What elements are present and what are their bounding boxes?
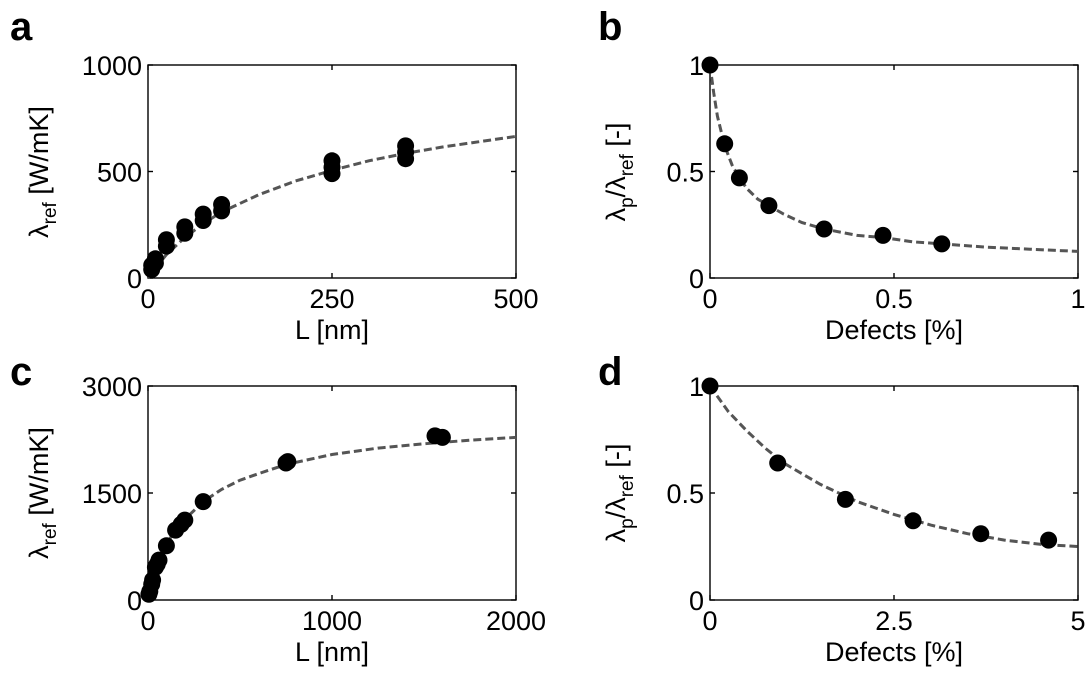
x-tick-label: 1 [1070, 284, 1085, 314]
panel-b: b 0 0.5 1 0 0.5 1 Defects [%] λp/λref [-] [598, 5, 1086, 345]
y-axis-label-part: [W/mK] [24, 106, 54, 202]
data-point [213, 196, 231, 213]
y-axis-label-part: [-] [601, 123, 631, 155]
panel-letter: c [10, 350, 32, 394]
data-point [194, 493, 212, 511]
y-axis-label-part: [-] [601, 444, 631, 476]
data-point [874, 226, 892, 244]
y-axis-label-part: λ [24, 545, 54, 559]
y-axis-label: λp/λref [-] [601, 444, 638, 543]
y-tick-label: 0 [689, 586, 704, 616]
data-point [157, 537, 175, 555]
data-point [157, 231, 175, 249]
panel-letter: a [10, 5, 33, 49]
y-axis-label-part: /λ [601, 176, 631, 198]
y-tick-label: 500 [97, 158, 142, 188]
x-tick-label: 500 [493, 284, 538, 314]
y-tick-label: 0.5 [666, 158, 704, 188]
y-tick-label: 1000 [82, 51, 142, 81]
y-tick-label: 1500 [82, 479, 142, 509]
x-tick-label: 2.5 [875, 606, 913, 636]
data-point [150, 551, 168, 569]
x-tick-label: 0.5 [875, 284, 913, 314]
data-point [279, 453, 297, 471]
y-axis-label-part: λ [601, 528, 631, 542]
y-axis-label-part: λ [24, 224, 54, 238]
data-point [933, 235, 951, 253]
x-tick-label: 0 [702, 284, 717, 314]
data-point [769, 454, 787, 472]
x-axis-label: Defects [%] [825, 637, 963, 667]
panel-c: c 0 1000 2000 0 1500 3000 L [nm] λref [W/mK] [10, 350, 546, 667]
data-point [397, 137, 415, 155]
x-tick-label: 1000 [302, 606, 362, 636]
data-point [701, 377, 719, 395]
y-axis-label-part: [W/mK] [24, 427, 54, 523]
data-point [1040, 531, 1058, 549]
fit-curve [708, 64, 1079, 253]
data-point [730, 169, 748, 187]
data-point [716, 135, 734, 153]
y-axis-label-part: p [617, 197, 638, 208]
y-tick-label: 1 [689, 372, 704, 402]
panel-letter: b [598, 5, 622, 49]
data-point [972, 525, 990, 543]
data-point [176, 218, 194, 236]
plot-frame [147, 385, 517, 601]
y-tick-label: 0.5 [666, 479, 704, 509]
data-point [760, 197, 778, 215]
x-tick-label: 0 [140, 284, 155, 314]
data-point [836, 490, 854, 508]
panel-a: a 0 250 500 0 500 1000 L [nm] λref [W/mK] [10, 5, 539, 345]
x-axis-label: L [nm] [295, 315, 369, 345]
y-tick-label: 0 [689, 264, 704, 294]
y-tick-label: 1 [689, 51, 704, 81]
data-point [323, 152, 341, 170]
fit-curve [146, 134, 517, 279]
panel-d: d 0 2.5 5 0 0.5 1 Defects [%] λp/λref [-] [598, 350, 1086, 667]
data-point [433, 428, 451, 446]
x-tick-label: 5 [1070, 606, 1085, 636]
y-axis-label: λref [W/mK] [24, 427, 61, 559]
plot-frame [709, 385, 1079, 601]
data-point [904, 512, 922, 530]
y-tick-label: 3000 [82, 372, 142, 402]
y-axis-label: λp/λref [-] [601, 123, 638, 222]
y-axis-label-part: ref [617, 153, 638, 176]
data-point [815, 220, 833, 238]
y-axis-label-part: ref [617, 474, 638, 497]
y-axis-label-part: λ [601, 207, 631, 221]
plot-frame [709, 64, 1079, 279]
data-point [701, 56, 719, 74]
x-tick-label: 2000 [486, 606, 546, 636]
panel-letter: d [598, 350, 622, 394]
y-tick-label: 0 [127, 264, 142, 294]
y-tick-label: 0 [127, 586, 142, 616]
fit-curve [146, 435, 517, 601]
y-axis-label: λref [W/mK] [24, 106, 61, 238]
data-point [144, 571, 162, 589]
data-point [194, 205, 212, 223]
fit-curve [708, 385, 1079, 548]
x-axis-label: L [nm] [295, 637, 369, 667]
y-axis-label-part: p [617, 518, 638, 529]
x-tick-label: 0 [140, 606, 155, 636]
data-point [176, 511, 194, 529]
x-tick-label: 0 [702, 606, 717, 636]
y-axis-label-part: ref [40, 522, 61, 545]
y-axis-label-part: ref [40, 201, 61, 224]
x-axis-label: Defects [%] [825, 315, 963, 345]
y-axis-label-part: /λ [601, 497, 631, 519]
x-tick-label: 250 [309, 284, 354, 314]
data-point [146, 250, 164, 268]
